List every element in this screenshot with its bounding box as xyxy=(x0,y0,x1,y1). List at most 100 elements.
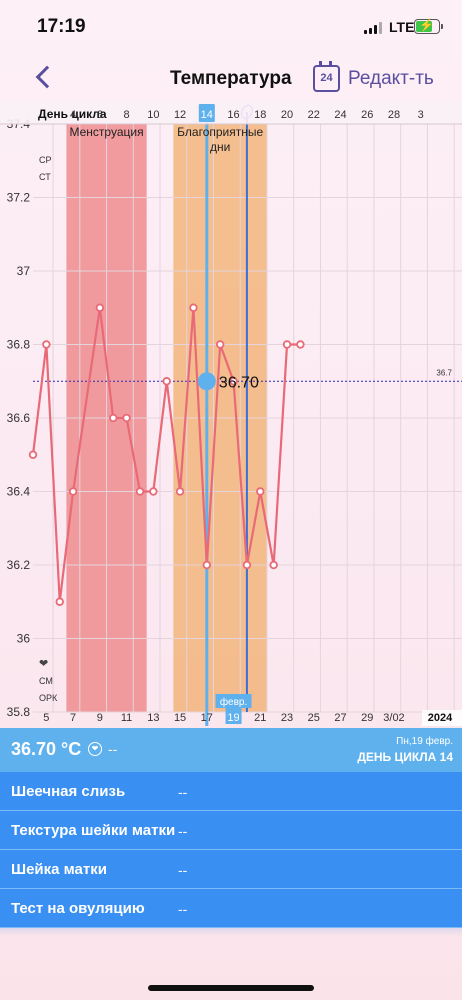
cycle-day-tick: 6 xyxy=(97,109,103,121)
chart-svg[interactable]: 37.437.23736.836.636.436.23635.836.736.7… xyxy=(0,102,462,728)
day-info-header: 36.70 °C ❤ -- Пн,19 февр. ДЕНЬ ЦИКЛА 14 xyxy=(0,728,462,772)
y-tick-label: 36.2 xyxy=(7,558,31,572)
date-tick: 15 xyxy=(174,712,186,724)
selected-month-badge xyxy=(215,694,252,708)
temperature-extra: -- xyxy=(108,741,118,757)
cycle-day-tick: 8 xyxy=(124,109,130,121)
cycle-day-tick: 12 xyxy=(174,109,186,121)
temperature-point xyxy=(229,377,238,386)
month-label: февр. xyxy=(220,696,247,708)
temperature-point xyxy=(175,487,185,496)
temperature-point xyxy=(95,303,105,312)
date-tick: 19 xyxy=(227,712,239,724)
selected-date-badge xyxy=(225,708,242,724)
cycle-day-tick: 28 xyxy=(388,109,400,121)
temperature-point xyxy=(149,487,158,496)
temperature-chart[interactable]: 37.437.23736.836.636.436.23635.836.736.7… xyxy=(0,102,462,728)
nav-bar: Температура 24 Редакт-ть xyxy=(0,56,462,102)
row-value: -- xyxy=(178,901,188,917)
back-button[interactable] xyxy=(30,62,60,92)
y-tick-label: 36 xyxy=(17,632,31,646)
cycle-day-tick: 22 xyxy=(308,109,320,121)
row-value: -- xyxy=(178,784,188,800)
edit-button[interactable]: 24 Редакт-ть xyxy=(310,61,455,96)
temperature-point xyxy=(242,560,252,570)
selected-point xyxy=(197,372,216,391)
selected-date: Пн,19 февр. xyxy=(396,736,453,747)
cycle-day-tick: 24 xyxy=(334,109,346,121)
temperature-point xyxy=(42,340,51,349)
cycle-day-tick: 26 xyxy=(361,109,373,121)
edit-label: Редакт-ть xyxy=(348,68,434,89)
temperature-point xyxy=(162,377,171,386)
date-tick: 23 xyxy=(281,712,293,724)
cycle-day-tick: 3 xyxy=(418,109,424,121)
list-shadow xyxy=(0,928,462,936)
y-tick-label: 35.8 xyxy=(7,705,31,719)
row-cervical-mucus[interactable]: Шеечная слизь -- xyxy=(0,772,462,811)
status-bar: 17:19 LTE ⚡ xyxy=(0,0,462,56)
date-tick: 3/02 xyxy=(383,712,404,724)
date-tick: 11 xyxy=(121,712,132,724)
row-ovulation-test[interactable]: Тест на овуляцию -- xyxy=(0,889,462,928)
left-label: СМ xyxy=(39,676,53,686)
row-label: Текстура шейки матки xyxy=(11,822,176,839)
year-badge xyxy=(422,710,462,726)
home-indicator xyxy=(148,985,314,991)
page-title: Температура xyxy=(170,68,292,89)
temperature-point xyxy=(135,487,145,496)
cycle-day-tick: 16 xyxy=(227,109,239,121)
y-tick-label: 37.2 xyxy=(7,191,31,205)
cycle-day-tick: 18 xyxy=(254,109,266,121)
y-tick-label: 36.6 xyxy=(7,411,31,425)
date-tick: 27 xyxy=(334,712,346,724)
row-label: Шейка матки xyxy=(11,861,107,878)
y-tick-label: 36.8 xyxy=(7,338,31,352)
temperature-line xyxy=(31,307,301,602)
row-label: Шеечная слизь xyxy=(11,783,126,800)
cycle-day-label: ДЕНЬ ЦИКЛА 14 xyxy=(357,750,453,764)
row-cervix[interactable]: Шейка матки -- xyxy=(0,850,462,889)
date-tick: 13 xyxy=(147,712,159,724)
temperature-point xyxy=(55,597,64,606)
selected-temp-label: 36.70 xyxy=(219,374,259,391)
temperature-point xyxy=(296,340,305,349)
selected-cycle-day-badge xyxy=(198,104,215,122)
cycle-day-tick: 20 xyxy=(281,109,293,121)
row-value: -- xyxy=(178,862,188,878)
fertile-label: Благоприятные xyxy=(177,125,263,139)
left-label: ОРК xyxy=(39,693,58,703)
heart-icon: ❤ xyxy=(39,657,48,670)
temperature-point xyxy=(109,413,118,423)
cycle-day-tick: 10 xyxy=(147,109,159,121)
fertile-label-2: дни xyxy=(210,140,230,154)
y-tick-label: 37 xyxy=(17,264,31,278)
top-axis-bg xyxy=(0,102,462,124)
coverline-label: 36.7 xyxy=(436,368,452,377)
temperature-point xyxy=(68,487,78,496)
heart-icon[interactable]: ❤ xyxy=(88,742,102,756)
cycle-day-axis-label: День цикла xyxy=(38,107,107,121)
observation-list: Шеечная слизь -- Текстура шейки матки --… xyxy=(0,772,462,928)
chevron-left-icon xyxy=(35,65,59,89)
date-tick: 5 xyxy=(43,712,49,724)
date-tick: 21 xyxy=(254,712,266,724)
calendar-icon: 24 xyxy=(313,61,340,92)
temperature-point xyxy=(202,560,212,570)
date-tick: 17 xyxy=(201,712,213,724)
temperature-point xyxy=(269,560,278,570)
temperature-value: 36.70 °C xyxy=(11,739,82,759)
year-label: 2024 xyxy=(428,712,453,724)
row-cervix-texture[interactable]: Текстура шейки матки -- xyxy=(0,811,462,850)
left-label: СТ xyxy=(39,172,51,182)
row-label: Тест на овуляцию xyxy=(11,900,145,917)
temperature-point xyxy=(256,487,265,496)
left-label: СР xyxy=(39,155,52,165)
date-tick: 29 xyxy=(361,712,373,724)
temperature-point xyxy=(282,340,292,349)
cycle-day-tick: 14 xyxy=(201,109,213,121)
status-time: 17:19 xyxy=(37,16,86,37)
network-label: LTE xyxy=(389,19,415,35)
y-tick-label: 36.4 xyxy=(7,485,31,499)
signal-icon xyxy=(364,22,384,34)
